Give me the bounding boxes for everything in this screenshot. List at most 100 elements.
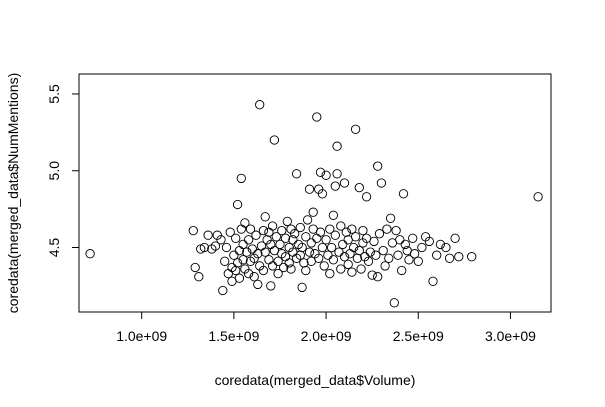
data-point <box>291 253 302 263</box>
data-point <box>297 282 307 293</box>
data-point <box>363 256 374 266</box>
y-tick-label: 5.5 <box>46 84 62 104</box>
data-point <box>398 189 409 199</box>
data-point <box>332 141 342 151</box>
data-point <box>236 224 246 234</box>
data-point <box>408 233 418 243</box>
data-point <box>253 279 263 290</box>
data-point <box>356 264 366 274</box>
data-point <box>424 236 434 247</box>
data-point <box>358 225 368 236</box>
data-point <box>361 192 372 202</box>
data-point <box>304 247 315 257</box>
data-point <box>350 124 361 134</box>
data-point <box>336 264 346 274</box>
data-point <box>238 239 248 250</box>
data-point <box>280 233 291 243</box>
data-point <box>301 232 311 242</box>
data-point <box>330 230 340 240</box>
data-point <box>341 227 351 237</box>
data-point <box>367 270 377 280</box>
data-point <box>343 259 353 270</box>
data-point <box>234 273 245 283</box>
data-point <box>533 192 543 202</box>
data-point <box>338 239 348 250</box>
data-point <box>409 249 420 259</box>
data-point <box>227 262 237 273</box>
data-point <box>404 255 414 265</box>
data-point <box>336 221 346 231</box>
data-point <box>295 222 305 233</box>
data-point <box>308 207 318 217</box>
data-point <box>253 249 263 259</box>
data-point <box>245 256 256 266</box>
y-axis-label: coredata(merged_data$NumMentions) <box>5 73 21 313</box>
data-point <box>277 225 287 236</box>
data-point <box>450 233 460 243</box>
data-points <box>85 100 543 308</box>
data-point <box>260 247 270 257</box>
data-point <box>245 224 256 234</box>
data-point <box>232 258 243 268</box>
data-point <box>380 261 390 271</box>
data-point <box>378 245 388 256</box>
data-point <box>277 249 287 259</box>
data-point <box>297 242 307 253</box>
data-point <box>242 247 252 257</box>
data-point <box>249 272 259 282</box>
x-tick-label: 3.0e+09 <box>485 328 536 344</box>
data-point <box>207 244 217 254</box>
data-point <box>231 265 241 276</box>
data-point <box>190 262 200 273</box>
data-point <box>279 262 289 273</box>
data-point <box>304 184 315 194</box>
x-tick-label: 2.0e+09 <box>301 328 352 344</box>
data-point <box>295 250 305 260</box>
data-point <box>221 242 232 253</box>
data-point <box>413 256 423 266</box>
data-point <box>264 227 274 237</box>
data-point <box>231 233 241 243</box>
data-point <box>229 250 239 260</box>
data-point <box>325 268 335 279</box>
data-point <box>232 199 243 210</box>
data-point <box>393 250 403 260</box>
y-axis: 4.5 5.0 5.5 <box>46 84 80 257</box>
data-point <box>301 265 311 276</box>
data-point <box>371 250 381 260</box>
data-point <box>454 252 464 262</box>
data-point <box>400 239 410 250</box>
data-point <box>314 253 324 263</box>
data-point <box>347 267 357 277</box>
data-point <box>349 242 359 253</box>
data-point <box>352 253 363 263</box>
x-tick-label: 1.0e+09 <box>116 328 167 344</box>
data-point <box>374 229 385 239</box>
data-point <box>444 253 455 263</box>
data-point <box>280 252 291 262</box>
x-tick-label: 2.5e+09 <box>393 328 444 344</box>
data-point <box>321 170 331 180</box>
data-point <box>417 242 427 253</box>
data-point <box>255 100 265 110</box>
data-point <box>373 272 383 282</box>
data-point <box>275 239 285 250</box>
data-point <box>236 173 246 184</box>
data-point <box>299 258 309 268</box>
x-axis: 1.0e+09 1.5e+09 2.0e+09 2.5e+09 3.0e+09 <box>116 311 536 344</box>
data-point <box>385 213 396 223</box>
data-point <box>194 272 204 282</box>
data-point <box>238 255 248 265</box>
data-point <box>373 161 383 171</box>
data-point <box>389 298 399 308</box>
data-point <box>369 236 379 247</box>
data-point <box>321 235 331 245</box>
data-point <box>258 225 269 236</box>
data-point <box>282 216 292 227</box>
data-point <box>247 244 257 254</box>
data-point <box>350 232 361 242</box>
data-point <box>332 169 342 179</box>
data-point <box>354 245 364 256</box>
data-point <box>264 255 274 265</box>
x-axis-label: coredata(merged_data$Volume) <box>215 372 416 388</box>
